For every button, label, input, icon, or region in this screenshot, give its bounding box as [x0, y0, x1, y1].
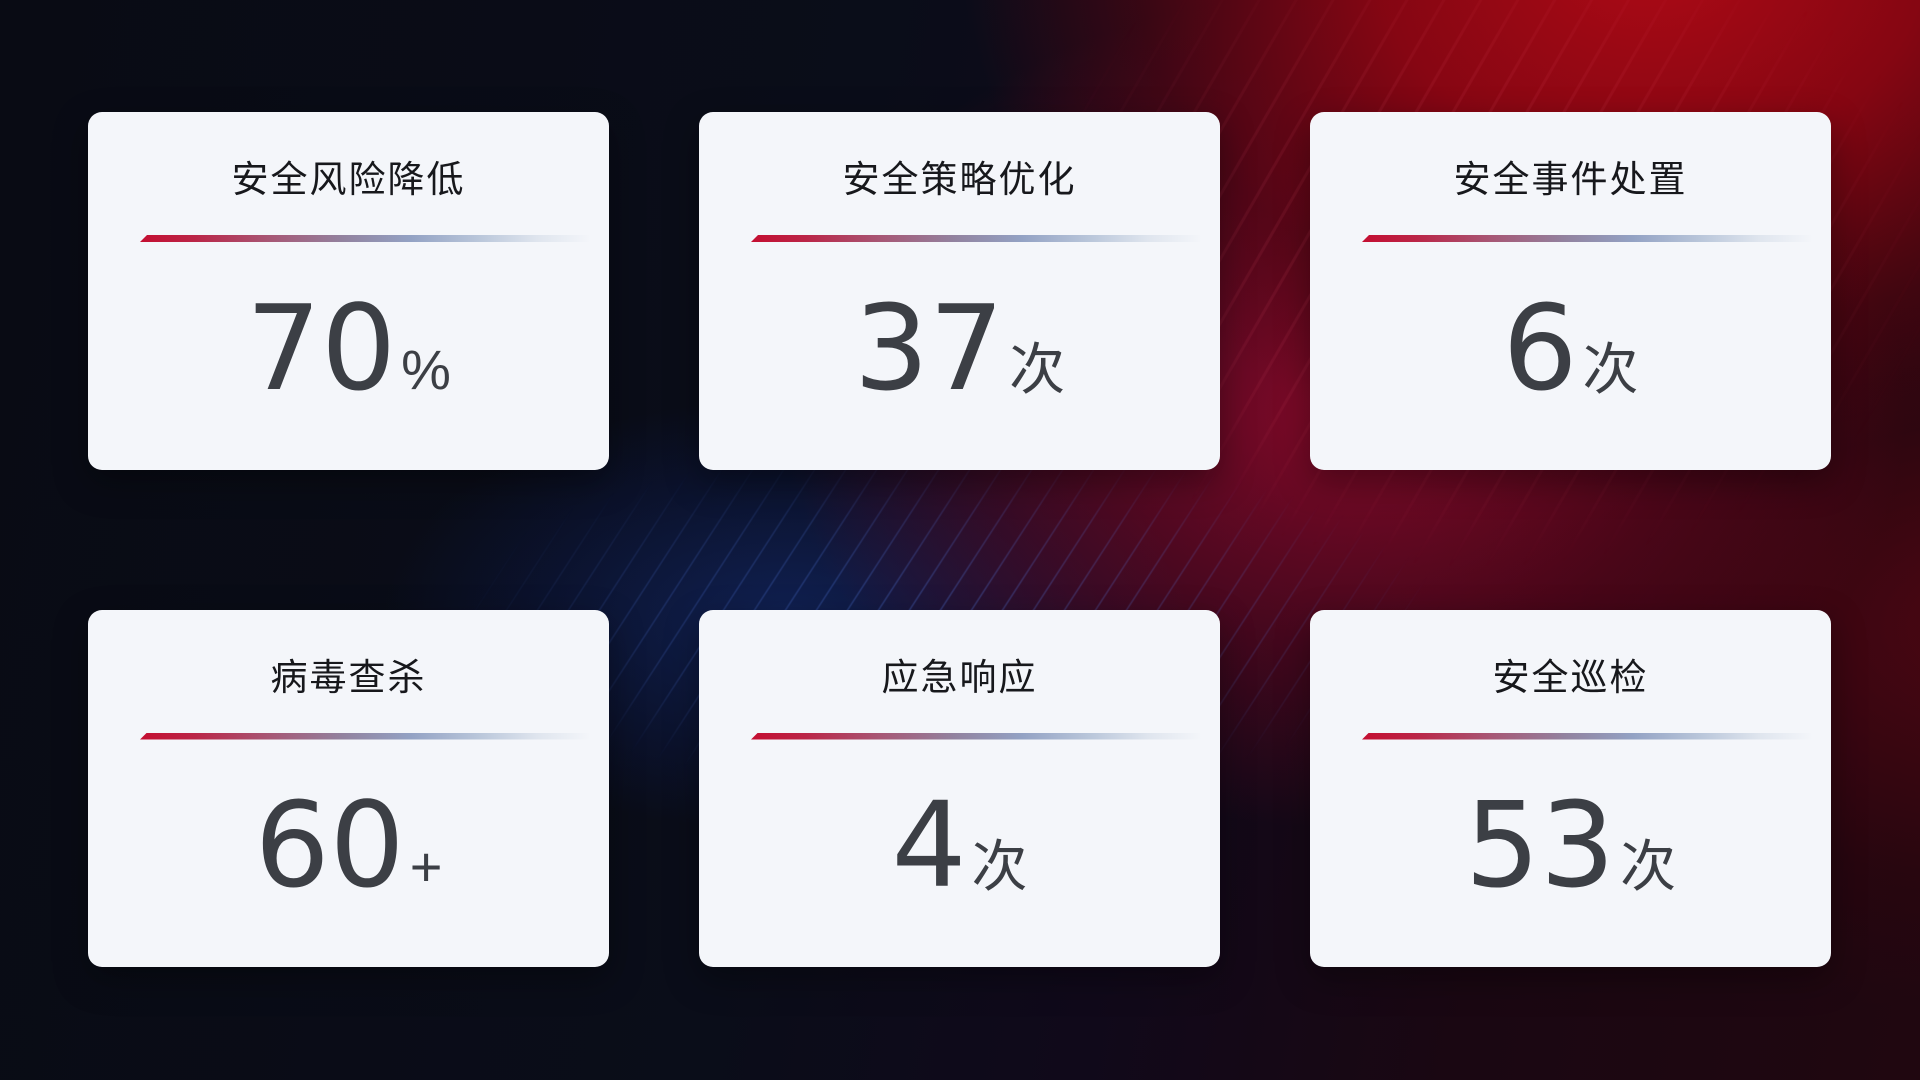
stat-value-row: 37 次	[699, 242, 1220, 470]
stat-value-row: 6 次	[1310, 242, 1831, 470]
stat-value: 60	[254, 776, 405, 915]
title-underline-divider	[140, 732, 591, 740]
stat-value-group: 37 次	[854, 289, 1065, 407]
stat-card-title: 安全风险降低	[231, 159, 466, 200]
stat-value: 6	[1502, 278, 1578, 417]
stat-value-group: 60 +	[255, 786, 443, 904]
stat-card-security-inspection: 安全巡检 53 次	[1310, 609, 1831, 968]
title-underline-divider	[140, 235, 591, 242]
stat-card-title: 安全巡检	[1492, 656, 1649, 698]
stat-unit: 次	[1009, 337, 1066, 401]
stat-unit: 次	[1620, 835, 1677, 899]
stat-card-title: 安全策略优化	[842, 159, 1077, 200]
stat-value-group: 53 次	[1465, 786, 1676, 904]
stat-card-emergency-response: 应急响应 4 次	[699, 609, 1220, 968]
title-underline-divider	[751, 732, 1202, 740]
stat-value-group: 70 %	[246, 289, 451, 407]
stat-value: 4	[891, 776, 967, 915]
stat-unit: 次	[971, 835, 1028, 899]
stat-value: 53	[1464, 776, 1616, 915]
stat-value-row: 53 次	[1310, 740, 1831, 968]
stat-card-risk-reduction: 安全风险降低 70 %	[88, 112, 609, 470]
stat-card-virus-scan: 病毒查杀 60 +	[88, 609, 609, 968]
stat-value-row: 60 +	[88, 740, 609, 968]
title-underline-divider	[1362, 732, 1813, 740]
stat-value-row: 70 %	[88, 242, 609, 470]
title-underline-divider	[1362, 235, 1813, 242]
stat-value-group: 4 次	[891, 786, 1027, 904]
title-underline-divider	[751, 235, 1202, 242]
stat-unit: +	[409, 835, 443, 899]
stat-card-title: 应急响应	[881, 656, 1038, 698]
stat-value-row: 4 次	[699, 740, 1220, 968]
stat-card-title: 病毒查杀	[270, 656, 427, 698]
stat-card-incident-handling: 安全事件处置 6 次	[1310, 112, 1831, 470]
stat-value: 37	[853, 278, 1005, 417]
stat-card-title: 安全事件处置	[1453, 159, 1688, 200]
stat-value-group: 6 次	[1502, 289, 1638, 407]
stat-cards-grid: 安全风险降低 70 % 安全策略优化 37 次 安全事件处置	[88, 112, 1831, 967]
stat-value: 70	[246, 278, 397, 417]
stat-unit: 次	[1582, 337, 1639, 401]
stat-unit: %	[401, 337, 451, 401]
stat-card-policy-optimization: 安全策略优化 37 次	[699, 112, 1220, 470]
